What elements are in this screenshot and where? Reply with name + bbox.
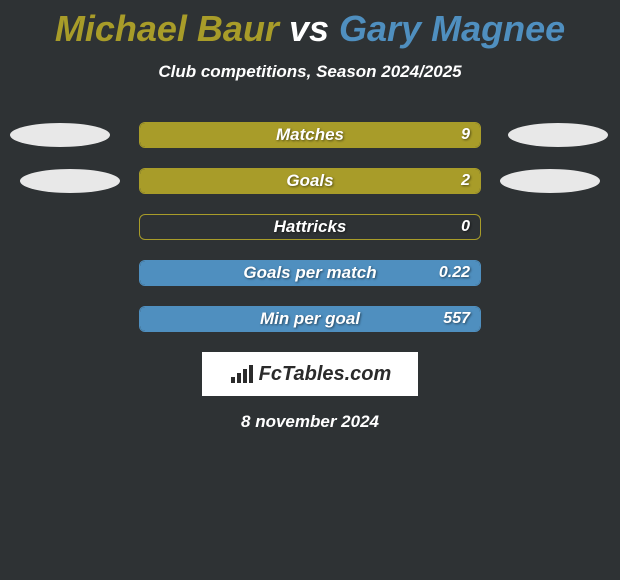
- vs-label: vs: [289, 8, 329, 49]
- stat-row: Goals2: [0, 158, 620, 204]
- stat-bar: Hattricks0: [139, 214, 481, 240]
- stat-value: 9: [461, 123, 470, 147]
- logo-text: FcTables.com: [259, 363, 392, 386]
- date-label: 8 november 2024: [0, 412, 620, 432]
- logo: FcTables.com: [229, 363, 392, 386]
- stat-value: 2: [461, 169, 470, 193]
- page-title: Michael Baur vs Gary Magnee: [0, 8, 620, 50]
- stat-label: Min per goal: [140, 307, 480, 331]
- stat-bars: Matches9Goals2Hattricks0Goals per match0…: [0, 112, 620, 342]
- stat-value: 0: [461, 215, 470, 239]
- stat-row: Hattricks0: [0, 204, 620, 250]
- stat-bar: Matches9: [139, 122, 481, 148]
- stat-row: Goals per match0.22: [0, 250, 620, 296]
- stat-label: Goals: [140, 169, 480, 193]
- bars-icon: [229, 363, 255, 385]
- stat-label: Hattricks: [140, 215, 480, 239]
- avatar-right: [508, 123, 608, 147]
- player1-name: Michael Baur: [55, 8, 279, 49]
- stat-row: Matches9: [0, 112, 620, 158]
- avatar-left: [10, 123, 110, 147]
- stat-value: 0.22: [439, 261, 470, 285]
- avatar-right: [500, 169, 600, 193]
- logo-box: FcTables.com: [202, 352, 418, 396]
- stat-bar: Goals per match0.22: [139, 260, 481, 286]
- subtitle: Club competitions, Season 2024/2025: [0, 62, 620, 82]
- stat-bar: Goals2: [139, 168, 481, 194]
- stat-label: Goals per match: [140, 261, 480, 285]
- player2-name: Gary Magnee: [339, 8, 565, 49]
- stat-value: 557: [443, 307, 470, 331]
- comparison-infographic: Michael Baur vs Gary Magnee Club competi…: [0, 0, 620, 432]
- stat-bar: Min per goal557: [139, 306, 481, 332]
- stat-label: Matches: [140, 123, 480, 147]
- avatar-left: [20, 169, 120, 193]
- stat-row: Min per goal557: [0, 296, 620, 342]
